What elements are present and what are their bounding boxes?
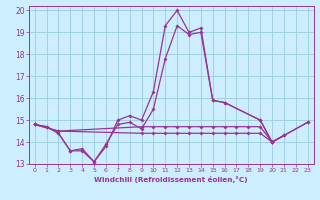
X-axis label: Windchill (Refroidissement éolien,°C): Windchill (Refroidissement éolien,°C) [94, 176, 248, 183]
